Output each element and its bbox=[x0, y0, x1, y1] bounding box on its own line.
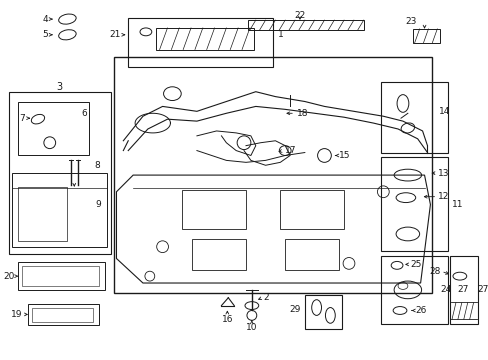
Text: 8: 8 bbox=[94, 161, 100, 170]
Bar bbox=[381, 157, 447, 251]
Text: 12: 12 bbox=[437, 192, 449, 201]
Bar bbox=[128, 18, 273, 67]
Text: 20: 20 bbox=[3, 272, 15, 281]
Text: 23: 23 bbox=[404, 17, 416, 26]
Bar bbox=[192, 239, 245, 270]
Text: 14: 14 bbox=[438, 107, 449, 116]
Bar bbox=[381, 82, 447, 153]
Text: 19: 19 bbox=[11, 310, 22, 319]
Text: 15: 15 bbox=[339, 151, 350, 160]
Text: 28: 28 bbox=[428, 267, 439, 276]
Bar bbox=[449, 256, 477, 324]
Text: 9: 9 bbox=[95, 200, 101, 209]
Text: 1: 1 bbox=[278, 30, 284, 39]
Text: 3: 3 bbox=[57, 82, 62, 92]
Bar bbox=[285, 239, 339, 270]
Text: 4: 4 bbox=[42, 15, 48, 24]
Text: 17: 17 bbox=[285, 146, 296, 155]
Bar bbox=[28, 303, 99, 325]
Text: 26: 26 bbox=[415, 306, 426, 315]
Bar bbox=[182, 190, 245, 229]
Text: 10: 10 bbox=[245, 323, 257, 332]
Text: 11: 11 bbox=[451, 200, 463, 209]
Text: 22: 22 bbox=[294, 11, 305, 20]
Text: 18: 18 bbox=[296, 109, 308, 118]
Text: 13: 13 bbox=[437, 168, 449, 177]
Text: 21: 21 bbox=[109, 30, 120, 39]
Bar bbox=[19, 262, 104, 290]
Bar bbox=[412, 29, 439, 42]
Text: 29: 29 bbox=[289, 305, 300, 314]
Text: 16: 16 bbox=[221, 315, 233, 324]
Text: 25: 25 bbox=[410, 260, 421, 269]
Text: 2: 2 bbox=[263, 293, 269, 302]
Text: 7: 7 bbox=[20, 114, 25, 123]
Bar bbox=[304, 295, 342, 329]
Text: 27: 27 bbox=[477, 285, 488, 294]
Text: 24: 24 bbox=[440, 285, 451, 294]
Text: 5: 5 bbox=[42, 30, 48, 39]
Bar bbox=[113, 57, 431, 293]
Bar bbox=[8, 92, 110, 253]
Bar bbox=[22, 266, 99, 286]
Text: 6: 6 bbox=[81, 109, 87, 118]
Bar bbox=[19, 102, 89, 156]
Bar bbox=[247, 20, 363, 30]
Bar bbox=[155, 28, 253, 50]
Bar bbox=[381, 256, 447, 324]
Bar bbox=[449, 256, 479, 324]
Bar bbox=[19, 187, 67, 241]
Bar bbox=[12, 173, 106, 247]
Text: 27: 27 bbox=[456, 285, 468, 294]
Bar bbox=[280, 190, 344, 229]
Bar bbox=[32, 307, 93, 322]
